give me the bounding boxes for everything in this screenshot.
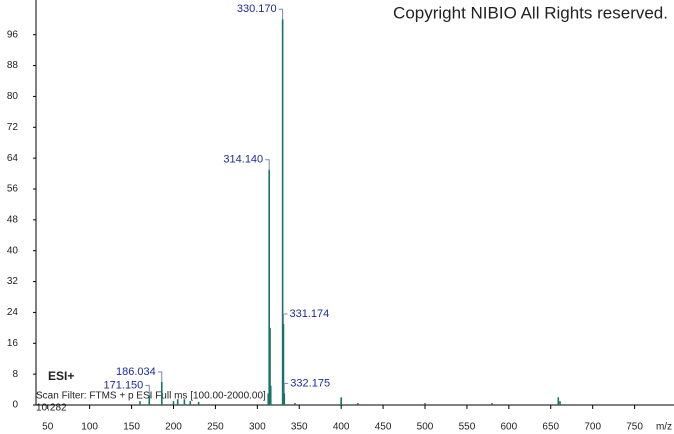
x-tick-label: 350	[291, 422, 308, 433]
y-tick-label: 32	[7, 276, 19, 287]
y-tick-label: 88	[7, 60, 19, 71]
x-tick-label: 200	[165, 422, 182, 433]
y-tick-label: 8	[12, 369, 18, 380]
y-tick-label: 56	[7, 184, 19, 195]
peak-label: 314.140	[223, 154, 263, 166]
x-tick-label: 600	[500, 422, 517, 433]
x-tick-label: 700	[584, 422, 601, 433]
x-tick-label: 250	[207, 422, 224, 433]
x-tick-label: 300	[249, 422, 266, 433]
peak-label: 186.034	[116, 366, 156, 378]
y-tick-label: 64	[7, 153, 19, 164]
label-bracket	[282, 313, 288, 324]
x-tick-label: 500	[417, 422, 434, 433]
label-bracket	[145, 384, 150, 396]
x-tick-label: 50	[42, 422, 54, 433]
y-tick-label: 24	[7, 307, 19, 318]
label-bracket	[283, 382, 289, 394]
y-tick-label: 48	[7, 214, 19, 225]
y-tick-label: 16	[7, 338, 19, 349]
retention-time: 10.282	[36, 403, 67, 414]
peak-label: 330.170	[237, 3, 277, 15]
peak-label: 332.175	[290, 377, 330, 389]
label-bracket	[278, 8, 284, 20]
x-axis-label: m/z	[656, 422, 672, 433]
x-tick-label: 150	[123, 422, 140, 433]
copyright: Copyright NIBIO All Rights reserved.	[393, 3, 668, 22]
scan-filter: Scan Filter: FTMS + p ESI Full ms [100.0…	[36, 391, 266, 402]
label-bracket	[265, 159, 270, 170]
peak-label: 331.174	[289, 308, 329, 320]
peak-label: 171.150	[104, 379, 144, 391]
x-tick-label: 450	[375, 422, 392, 433]
mode: ESI+	[48, 369, 74, 383]
y-tick-label: 72	[7, 122, 19, 133]
x-tick-label: 750	[626, 422, 643, 433]
y-tick-label: 96	[7, 29, 19, 40]
label-bracket	[157, 371, 163, 382]
x-tick-label: 650	[542, 422, 559, 433]
x-tick-label: 400	[333, 422, 350, 433]
x-tick-label: 100	[81, 422, 98, 433]
y-tick-label: 80	[7, 91, 19, 102]
y-tick-label: 0	[12, 400, 18, 411]
x-tick-label: 550	[459, 422, 476, 433]
y-tick-label: 40	[7, 245, 19, 256]
